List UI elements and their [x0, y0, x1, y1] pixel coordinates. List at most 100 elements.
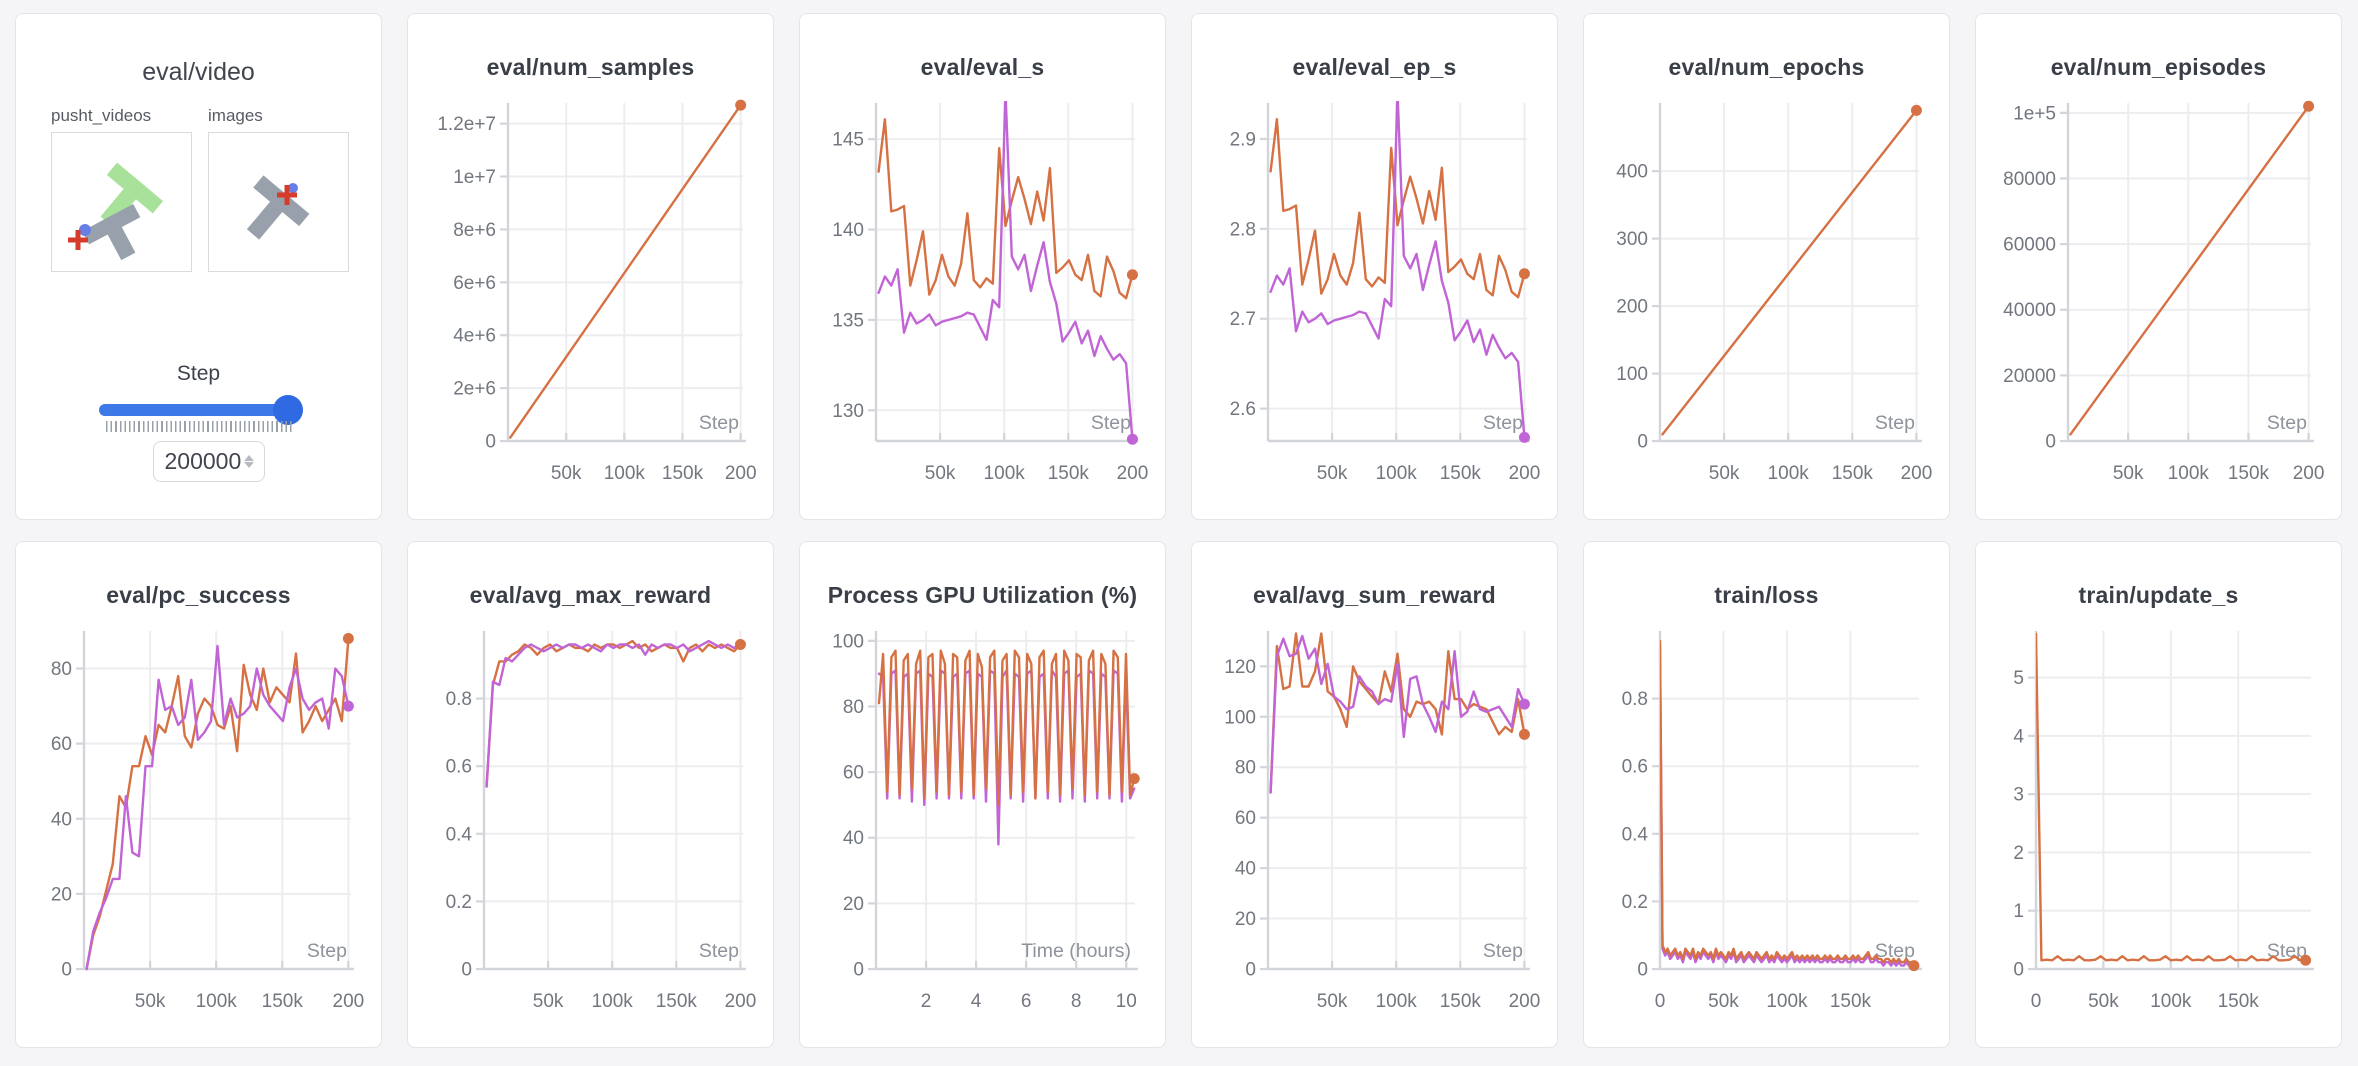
panel-eval-num-epochs: eval/num_epochs 50k 100k 150k 200 0 100 200 300… — [1583, 13, 1950, 520]
svg-text:Step: Step — [1091, 412, 1131, 434]
svg-text:0.2: 0.2 — [446, 892, 472, 913]
svg-text:60: 60 — [51, 734, 72, 755]
svg-text:0.4: 0.4 — [1622, 824, 1649, 845]
svg-text:2.9: 2.9 — [1230, 129, 1256, 150]
svg-text:100k: 100k — [196, 991, 238, 1012]
svg-text:2.6: 2.6 — [1230, 399, 1256, 420]
svg-text:0: 0 — [1245, 960, 1256, 981]
svg-text:200: 200 — [1509, 463, 1541, 484]
svg-text:50k: 50k — [1317, 991, 1348, 1012]
svg-text:100k: 100k — [604, 463, 646, 484]
stepper-up-icon[interactable] — [243, 455, 254, 461]
svg-text:Step: Step — [1483, 412, 1523, 434]
chart-eval-avg-sum-reward[interactable]: 50k 100k 150k 200 0 20 40 60 80 100 120 Step — [1192, 617, 1558, 1037]
chart-title: eval/pc_success — [106, 582, 291, 608]
step-slider-label: Step — [176, 362, 221, 385]
chart-eval-num-samples[interactable]: 50k 100k 150k 200 0 2e+6 4e+6 6e+6 8e+6 1e+7 1.2e+… — [408, 89, 774, 509]
svg-text:0: 0 — [2045, 432, 2056, 453]
svg-text:135: 135 — [832, 310, 864, 331]
svg-text:40: 40 — [843, 828, 864, 849]
svg-text:50k: 50k — [551, 463, 582, 484]
target-cross-icon — [68, 230, 88, 250]
svg-text:150k: 150k — [662, 463, 704, 484]
chart-eval-eval-s[interactable]: 50k 100k 150k 200 130 135 140 145 Step — [800, 89, 1166, 509]
svg-text:1e+7: 1e+7 — [453, 167, 496, 188]
svg-text:120: 120 — [1224, 657, 1256, 678]
svg-text:50k: 50k — [1317, 463, 1348, 484]
panel-eval-eval-ep-s: eval/eval_ep_s 50k 100k 150k 200 2.6 2.7 2.8 2.… — [1191, 13, 1558, 520]
svg-text:100k: 100k — [1766, 991, 1808, 1012]
svg-text:0.6: 0.6 — [446, 757, 472, 778]
svg-text:100k: 100k — [984, 463, 1026, 484]
svg-text:100k: 100k — [2150, 991, 2192, 1012]
thumb-label-pusht-videos: pusht_videos — [51, 106, 152, 125]
chart-eval-num-epochs[interactable]: 50k 100k 150k 200 0 100 200 300 400 Step — [1584, 89, 1950, 509]
stepper-down-icon[interactable] — [243, 462, 254, 468]
svg-text:50k: 50k — [1708, 991, 1739, 1012]
svg-text:100: 100 — [832, 631, 864, 652]
step-slider-handle[interactable] — [273, 395, 303, 425]
svg-text:200: 200 — [1117, 463, 1149, 484]
svg-text:50k: 50k — [2113, 463, 2144, 484]
svg-text:1: 1 — [2013, 901, 2024, 922]
video-thumbnail-pusht[interactable] — [51, 132, 192, 272]
svg-text:1.2e+7: 1.2e+7 — [437, 114, 496, 135]
svg-text:20: 20 — [51, 884, 72, 905]
svg-text:Step: Step — [699, 412, 739, 434]
svg-text:200: 200 — [2293, 463, 2325, 484]
chart-train-loss[interactable]: 0 50k 100k 150k 0 0.2 0.4 0.6 0.8 Step — [1584, 617, 1950, 1037]
svg-text:150k: 150k — [1048, 463, 1090, 484]
chart-title: eval/avg_sum_reward — [1253, 582, 1496, 608]
chart-title: eval/eval_ep_s — [1292, 54, 1457, 80]
step-slider-track[interactable] — [99, 404, 303, 416]
chart-eval-pc-success[interactable]: 50k 100k 150k 200 0 20 40 60 80 Step — [16, 617, 382, 1037]
svg-text:6e+6: 6e+6 — [453, 273, 496, 294]
svg-text:3: 3 — [2013, 785, 2024, 806]
svg-text:100k: 100k — [1768, 463, 1810, 484]
svg-text:2.7: 2.7 — [1230, 309, 1256, 330]
svg-text:50k: 50k — [2088, 991, 2119, 1012]
svg-text:80000: 80000 — [2003, 169, 2056, 190]
svg-text:300: 300 — [1616, 229, 1648, 250]
svg-text:200: 200 — [1509, 991, 1541, 1012]
svg-text:50k: 50k — [1709, 463, 1740, 484]
svg-text:150k: 150k — [1832, 463, 1874, 484]
video-thumbnail-images[interactable] — [208, 132, 349, 272]
svg-text:Step: Step — [699, 940, 739, 962]
svg-text:150k: 150k — [2228, 463, 2270, 484]
svg-text:10: 10 — [1116, 991, 1137, 1012]
chart-eval-avg-max-reward[interactable]: 50k 100k 150k 200 0 0.2 0.4 0.6 0.8 Step — [408, 617, 774, 1037]
svg-text:Step: Step — [1483, 940, 1523, 962]
svg-text:40: 40 — [1235, 859, 1256, 880]
svg-text:50k: 50k — [135, 991, 166, 1012]
svg-text:200: 200 — [333, 991, 365, 1012]
svg-text:140: 140 — [832, 220, 864, 241]
chart-eval-num-episodes[interactable]: 50k 100k 150k 200 0 20000 40000 60000 80000 1e+5 S… — [1976, 89, 2342, 509]
svg-text:100k: 100k — [592, 991, 634, 1012]
svg-text:0: 0 — [1637, 432, 1648, 453]
svg-text:4: 4 — [2013, 726, 2024, 747]
panel-eval-num-episodes: eval/num_episodes 50k 100k 150k 200 0 20000 40… — [1975, 13, 2342, 520]
svg-text:40: 40 — [51, 809, 72, 830]
step-number-input[interactable] — [164, 448, 241, 475]
svg-text:50k: 50k — [533, 991, 564, 1012]
svg-text:8e+6: 8e+6 — [453, 220, 496, 241]
images-env-render — [246, 175, 310, 240]
svg-text:80: 80 — [51, 659, 72, 680]
chart-title: eval/num_episodes — [2050, 54, 2267, 80]
pusht-goal-t-shape — [100, 162, 164, 227]
svg-text:80: 80 — [1235, 758, 1256, 779]
svg-text:Step: Step — [1875, 412, 1915, 434]
svg-text:150k: 150k — [262, 991, 304, 1012]
svg-text:0.4: 0.4 — [446, 824, 473, 845]
svg-text:150k: 150k — [656, 991, 698, 1012]
svg-text:0: 0 — [1637, 960, 1648, 981]
svg-text:2.8: 2.8 — [1230, 219, 1256, 240]
svg-text:50k: 50k — [925, 463, 956, 484]
svg-text:0: 0 — [1655, 991, 1666, 1012]
pusht-env-render — [68, 162, 164, 261]
panel-eval-video: eval/video pusht_videos images — [15, 13, 382, 520]
chart-eval-eval-ep-s[interactable]: 50k 100k 150k 200 2.6 2.7 2.8 2.9 Step — [1192, 89, 1558, 509]
